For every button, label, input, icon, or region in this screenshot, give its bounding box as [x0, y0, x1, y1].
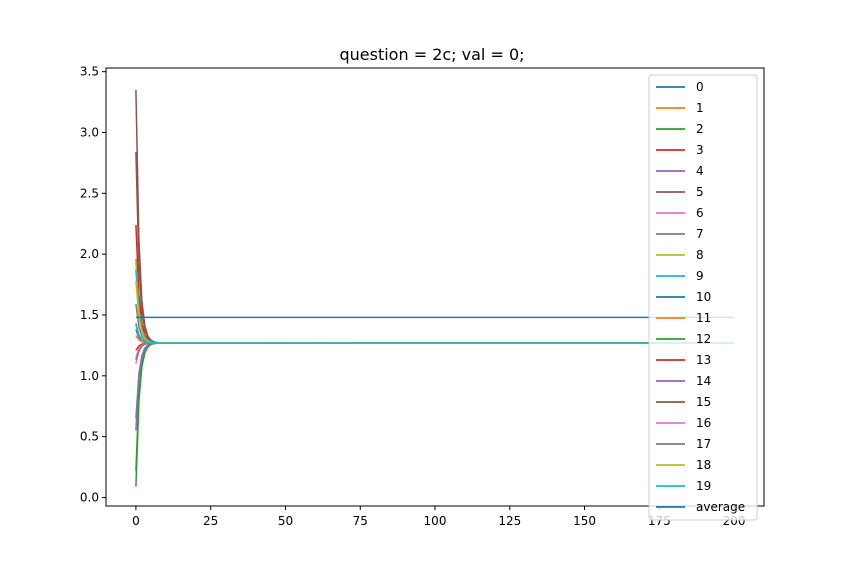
legend-label-3: 3 — [696, 143, 704, 157]
legend-label-7: 7 — [696, 227, 704, 241]
x-tick-label: 0 — [132, 514, 140, 528]
x-tick-label: 75 — [353, 514, 368, 528]
x-tick-label: 100 — [424, 514, 447, 528]
series-line-19 — [135, 324, 735, 344]
legend-label-average: average — [696, 500, 745, 514]
x-tick-label: 150 — [573, 514, 596, 528]
legend-label-19: 19 — [696, 479, 711, 493]
y-tick-label: 0.5 — [80, 430, 99, 444]
legend-label-0: 0 — [696, 80, 704, 94]
legend-label-12: 12 — [696, 332, 711, 346]
y-tick-label: 0.0 — [80, 490, 99, 504]
y-tick-label: 3.0 — [80, 125, 99, 139]
legend-label-17: 17 — [696, 437, 711, 451]
x-tick-label: 25 — [203, 514, 218, 528]
chart-title: question = 2c; val = 0; — [339, 45, 524, 64]
y-tick-label: 1.5 — [80, 308, 99, 322]
legend-label-10: 10 — [696, 290, 711, 304]
x-tick-label: 125 — [498, 514, 521, 528]
y-tick-label: 3.5 — [80, 65, 99, 79]
x-tick-label: 50 — [278, 514, 293, 528]
legend-label-6: 6 — [696, 206, 704, 220]
legend-label-5: 5 — [696, 185, 704, 199]
legend-label-2: 2 — [696, 122, 704, 136]
legend-label-13: 13 — [696, 353, 711, 367]
legend-label-11: 11 — [696, 311, 711, 325]
legend-label-14: 14 — [696, 374, 711, 388]
legend-label-9: 9 — [696, 269, 704, 283]
legend-label-1: 1 — [696, 101, 704, 115]
y-axis: 0.0 0.5 1.0 1.5 2.0 2.5 3.0 3.5 — [80, 65, 106, 504]
legend-label-18: 18 — [696, 458, 711, 472]
legend-label-4: 4 — [696, 164, 704, 178]
legend-label-8: 8 — [696, 248, 704, 262]
legend-label-16: 16 — [696, 416, 711, 430]
y-tick-label: 2.5 — [80, 186, 99, 200]
legend-label-15: 15 — [696, 395, 711, 409]
legend-box — [648, 74, 758, 521]
plot-lines — [135, 89, 735, 487]
y-tick-label: 1.0 — [80, 369, 99, 383]
y-tick-label: 2.0 — [80, 247, 99, 261]
